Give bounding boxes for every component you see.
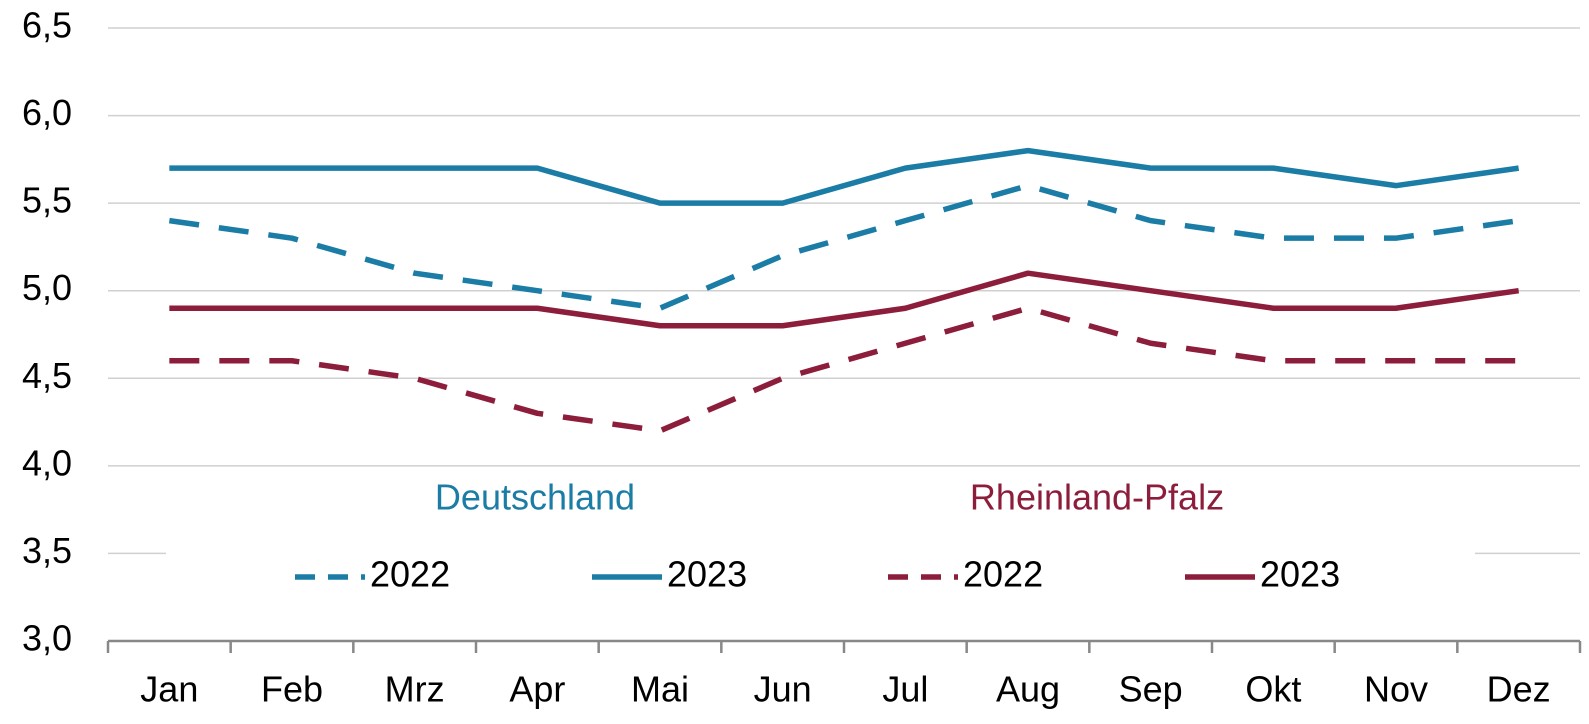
x-tick-label: Nov [1364,669,1428,710]
y-tick-label: 6,5 [22,5,72,46]
y-tick-label: 4,5 [22,355,72,396]
x-tick-label: Jun [754,669,812,710]
x-tick-label: Jan [140,669,198,710]
y-tick-label: 3,0 [22,618,72,659]
y-tick-label: 5,5 [22,180,72,221]
series-line [169,305,1519,434]
x-tick-label: Sep [1119,669,1183,710]
y-tick-label: 6,0 [22,92,72,133]
x-tick-label: Jul [882,669,928,710]
legend-label: 2022 [963,554,1043,595]
x-tick-label: Mrz [385,669,445,710]
series-line [168,182,1520,311]
legend-background [166,470,1475,610]
y-tick-label: 3,5 [22,530,72,571]
series-line [169,270,1520,329]
legend-group-title: Rheinland-Pfalz [970,477,1224,518]
series-line [169,147,1520,206]
x-tick-label: Okt [1245,669,1301,710]
legend-label: 2023 [1260,554,1340,595]
legend-label: 2022 [370,554,450,595]
legend-group-title: Deutschland [435,477,635,518]
x-tick-label: Feb [261,669,323,710]
x-tick-label: Aug [996,669,1060,710]
x-tick-label: Mai [631,669,689,710]
x-tick-label: Dez [1487,669,1551,710]
x-tick-label: Apr [509,669,565,710]
y-tick-label: 4,0 [22,442,72,483]
y-tick-label: 5,0 [22,267,72,308]
legend-label: 2023 [667,554,747,595]
